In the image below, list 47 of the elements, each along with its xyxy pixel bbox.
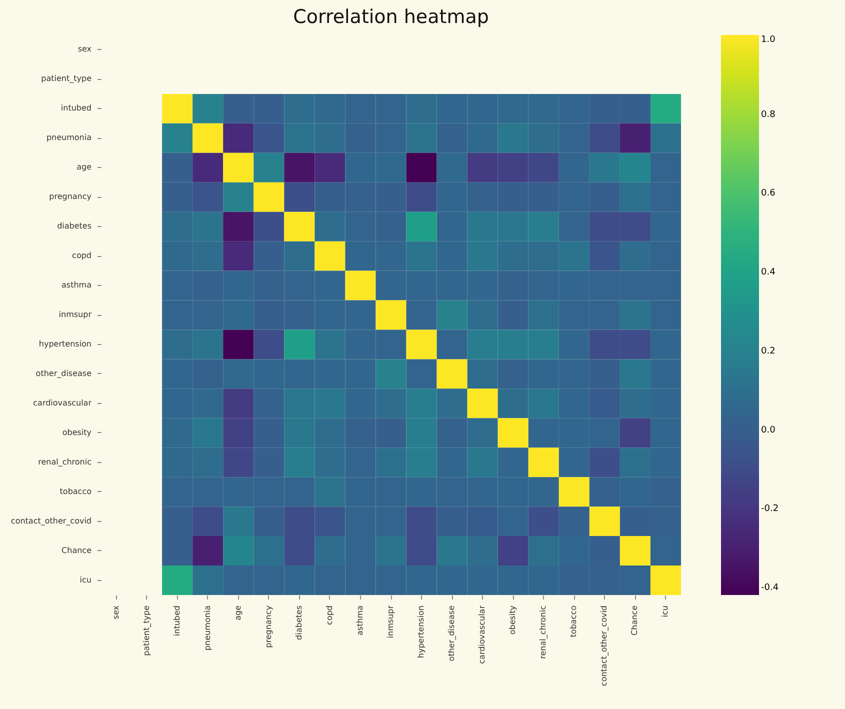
y-tick-label: Chance — [62, 546, 92, 555]
color-bar-label: -0.2 — [761, 504, 779, 514]
y-tick-label: pneumonia — [46, 133, 92, 142]
y-tick-label: copd — [72, 251, 92, 260]
x-tick-label: pneumonia — [202, 605, 212, 651]
x-tick-label: icu — [660, 606, 670, 618]
y-tick-label: other_disease — [36, 368, 92, 378]
y-tick-label: sex — [78, 44, 92, 54]
x-tick-label: diabetes — [294, 606, 304, 640]
x-tick-label: Chance — [630, 605, 640, 636]
y-tick-label: renal_chronic — [38, 457, 92, 466]
x-tick-label: patient_type — [142, 605, 151, 656]
x-tick-label: renal_chronic — [538, 606, 548, 659]
x-tick-label: hypertension — [416, 606, 426, 658]
x-tick-label: intubed — [172, 606, 182, 636]
x-tick-label: pregnancy — [264, 605, 273, 648]
x-tick-label: age — [233, 605, 242, 620]
y-tick-label: tobacco — [60, 486, 92, 496]
color-bar-label: 1.0 — [761, 35, 776, 45]
color-bar-label: 0.6 — [761, 188, 776, 199]
x-tick-label: tobacco — [569, 605, 578, 638]
y-tick-label: intubed — [60, 104, 92, 113]
y-tick-label: pregnancy — [49, 192, 92, 202]
chart-title: Correlation heatmap — [293, 6, 489, 28]
y-tick-label: icu — [80, 575, 92, 584]
color-bar-label: 0.0 — [761, 425, 776, 436]
y-tick-label: asthma — [62, 280, 92, 290]
x-tick-label: asthma — [355, 605, 364, 636]
y-tick-label: age — [76, 162, 92, 172]
x-tick-label: copd — [324, 606, 334, 625]
y-tick-label: contact_other_covid — [10, 516, 92, 526]
x-tick-label: other_disease — [447, 605, 456, 662]
color-bar-label: 0.8 — [761, 110, 776, 120]
color-bar-label: -0.4 — [761, 583, 779, 594]
color-bar-label: 0.2 — [761, 346, 776, 356]
x-tick-label: cardiovascular — [478, 604, 487, 664]
y-tick-label: patient_type — [41, 74, 92, 84]
y-tick-label: inmsupr — [58, 310, 92, 319]
y-tick-label: hypertension — [38, 339, 92, 348]
color-bar-label: 0.4 — [761, 268, 776, 278]
x-tick-label: obesity — [508, 605, 518, 635]
y-tick-label: cardiovascular — [33, 398, 92, 408]
x-tick-label: contact_other_covid — [600, 606, 609, 686]
x-tick-label: inmsupr — [386, 604, 395, 638]
x-tick-label: sex — [111, 605, 120, 620]
y-tick-label: diabetes — [57, 222, 92, 231]
y-tick-label: obesity — [62, 428, 92, 437]
